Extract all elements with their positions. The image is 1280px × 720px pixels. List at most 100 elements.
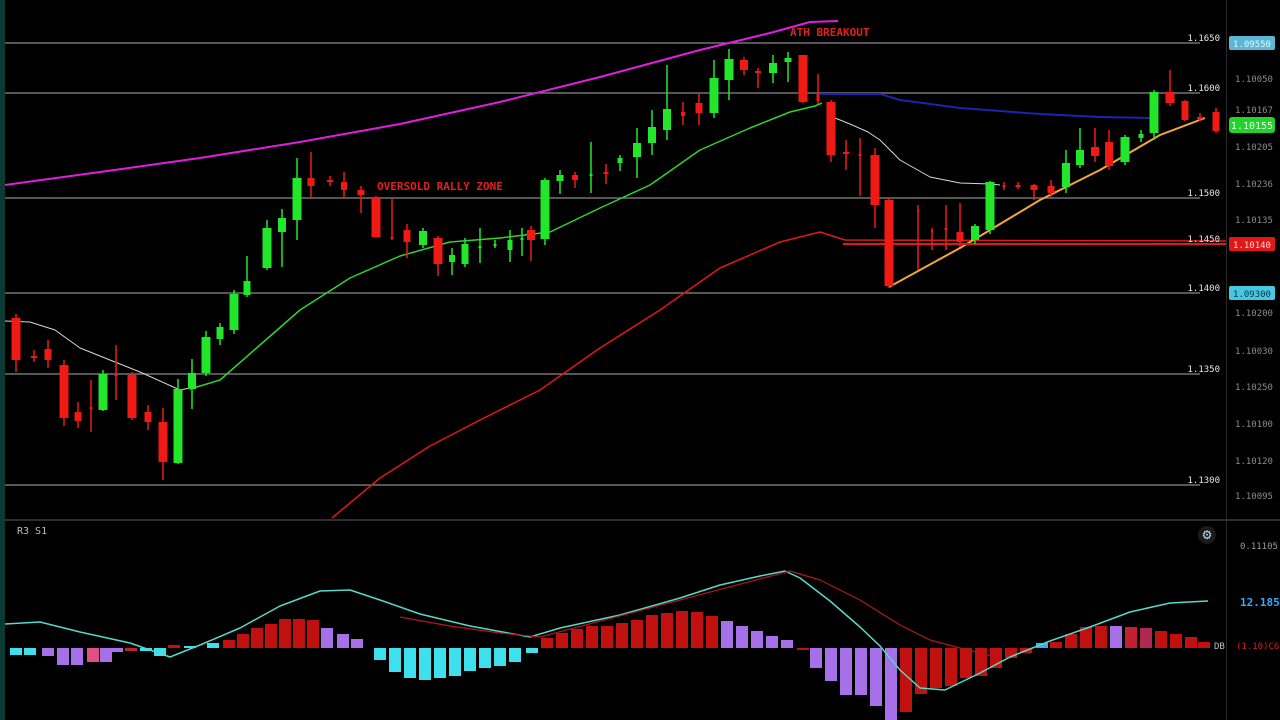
- bearish-candle[interactable]: [44, 349, 52, 360]
- bearish-candle[interactable]: [127, 375, 137, 418]
- bullish-candle[interactable]: [278, 218, 286, 232]
- bearish-candle[interactable]: [433, 238, 443, 264]
- bearish-candle[interactable]: [31, 356, 37, 358]
- bearish-candle[interactable]: [917, 210, 919, 212]
- bearish-candle[interactable]: [1030, 185, 1038, 190]
- bullish-candle[interactable]: [724, 59, 734, 80]
- histogram-bar: [1005, 648, 1017, 658]
- pane-divider[interactable]: [5, 519, 1280, 521]
- bearish-candle[interactable]: [1047, 186, 1055, 193]
- bearish-candle[interactable]: [1165, 92, 1175, 103]
- y-axis-tick-label: 1.10120: [1235, 457, 1273, 467]
- bullish-candle[interactable]: [520, 238, 524, 240]
- bearish-candle[interactable]: [695, 103, 703, 113]
- bullish-candle[interactable]: [663, 109, 671, 130]
- bearish-candle[interactable]: [755, 71, 761, 73]
- bearish-candle[interactable]: [371, 197, 381, 237]
- bullish-candle[interactable]: [188, 373, 196, 389]
- bullish-candle[interactable]: [633, 143, 641, 157]
- histogram-bar: [1170, 634, 1182, 648]
- bearish-candle[interactable]: [858, 154, 862, 156]
- bullish-candle[interactable]: [262, 228, 272, 268]
- histogram-bar: [87, 648, 99, 662]
- level-label: 1.1400: [1187, 284, 1220, 294]
- bearish-candle[interactable]: [341, 182, 347, 190]
- bullish-candle[interactable]: [556, 175, 564, 181]
- bearish-candle[interactable]: [527, 230, 535, 240]
- bullish-candle[interactable]: [461, 244, 469, 264]
- bullish-candle[interactable]: [98, 374, 108, 410]
- bullish-candle[interactable]: [1120, 137, 1130, 162]
- bullish-candle[interactable]: [216, 327, 224, 339]
- bullish-candle[interactable]: [1149, 92, 1159, 133]
- bearish-candle[interactable]: [1105, 142, 1113, 166]
- settings-gear-icon[interactable]: ⚙: [1198, 526, 1216, 544]
- bullish-candle[interactable]: [540, 180, 550, 239]
- bearish-candle[interactable]: [826, 102, 836, 155]
- bearish-candle[interactable]: [403, 230, 411, 242]
- histogram-bar: [945, 648, 957, 686]
- bullish-candle[interactable]: [769, 63, 777, 73]
- bearish-candle[interactable]: [11, 318, 21, 360]
- histogram-bar: [71, 648, 83, 665]
- y-axis-tick-label: 1.10135: [1235, 216, 1273, 226]
- bearish-candle[interactable]: [1212, 112, 1220, 131]
- bullish-candle[interactable]: [419, 231, 427, 245]
- bearish-candle[interactable]: [931, 230, 933, 232]
- bearish-candle[interactable]: [144, 412, 152, 422]
- bullish-candle[interactable]: [1062, 163, 1070, 187]
- bullish-candle[interactable]: [173, 389, 183, 463]
- bearish-candle[interactable]: [956, 232, 964, 242]
- bearish-candle[interactable]: [884, 200, 894, 286]
- bullish-candle[interactable]: [985, 182, 995, 230]
- bearish-candle[interactable]: [870, 155, 880, 205]
- bearish-candle[interactable]: [1181, 101, 1189, 120]
- bearish-candle[interactable]: [572, 175, 578, 180]
- bullish-candle[interactable]: [1138, 134, 1144, 138]
- bearish-candle[interactable]: [1002, 185, 1006, 187]
- bearish-candle[interactable]: [944, 228, 948, 230]
- bearish-candle[interactable]: [307, 178, 315, 186]
- bullish-candle[interactable]: [201, 337, 211, 373]
- bullish-candle[interactable]: [449, 255, 455, 262]
- bullish-candle[interactable]: [229, 294, 239, 330]
- indicator-line: [4, 320, 191, 391]
- histogram-bar: [706, 616, 718, 648]
- bearish-candle[interactable]: [357, 190, 365, 195]
- bullish-candle[interactable]: [709, 78, 719, 113]
- bearish-candle[interactable]: [89, 407, 93, 409]
- bullish-candle[interactable]: [1076, 150, 1084, 165]
- bullish-candle[interactable]: [478, 246, 482, 248]
- bullish-candle[interactable]: [493, 244, 497, 246]
- bearish-candle[interactable]: [114, 374, 118, 376]
- bearish-candle[interactable]: [59, 365, 69, 418]
- histogram-bar: [223, 640, 235, 648]
- price-pane[interactable]: 1.1650 1.09550 1.1600 1.1500 1.1400 1.09300 1.…: [0, 0, 1280, 520]
- histogram-bar: [870, 648, 882, 706]
- histogram-bar: [125, 648, 137, 651]
- bullish-candle[interactable]: [971, 226, 979, 240]
- bullish-candle[interactable]: [784, 58, 792, 62]
- bearish-candle[interactable]: [327, 180, 333, 182]
- bullish-candle[interactable]: [292, 178, 302, 220]
- bearish-candle[interactable]: [843, 152, 849, 154]
- bullish-candle[interactable]: [243, 281, 251, 295]
- indicator-pane[interactable]: 0.11105 12.1858.62 DB (1.10)C6: [0, 520, 1280, 720]
- bearish-candle[interactable]: [681, 112, 685, 116]
- bearish-candle[interactable]: [390, 237, 394, 239]
- bearish-candle[interactable]: [603, 172, 609, 174]
- bearish-candle[interactable]: [740, 60, 748, 70]
- histogram-bar: [184, 646, 196, 648]
- bearish-candle[interactable]: [816, 94, 820, 101]
- bullish-candle[interactable]: [617, 158, 623, 163]
- bearish-candle[interactable]: [1197, 117, 1203, 119]
- bearish-candle[interactable]: [1091, 147, 1099, 156]
- bullish-candle[interactable]: [648, 127, 656, 143]
- bearish-candle[interactable]: [1015, 185, 1021, 187]
- bearish-candle[interactable]: [798, 55, 808, 102]
- bearish-candle[interactable]: [74, 412, 82, 421]
- bullish-candle[interactable]: [507, 240, 513, 250]
- bullish-candle[interactable]: [589, 174, 593, 176]
- bearish-candle[interactable]: [158, 422, 168, 462]
